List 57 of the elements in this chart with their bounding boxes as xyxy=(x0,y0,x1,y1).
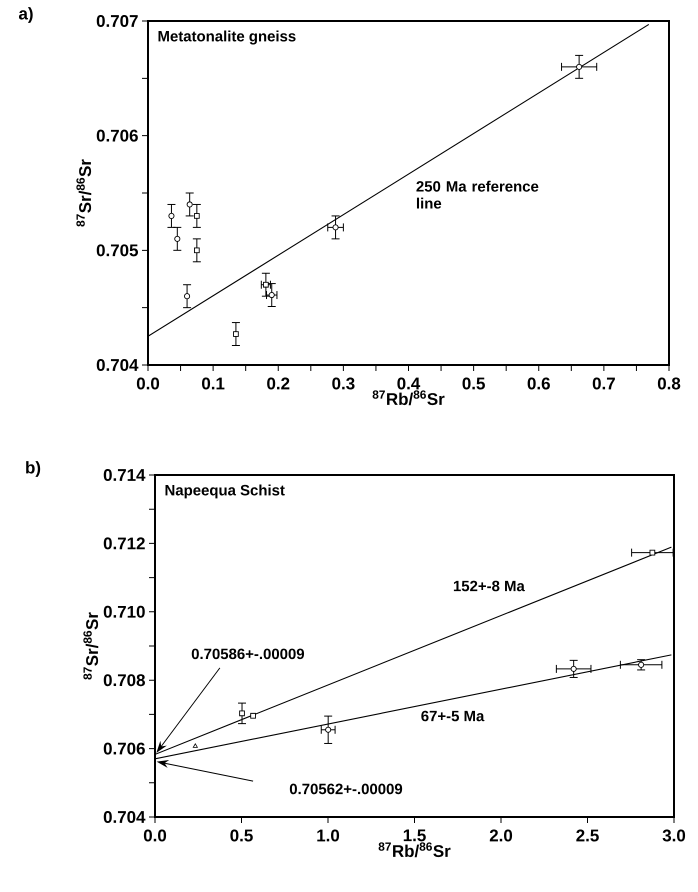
point xyxy=(168,212,174,219)
y-tick-label: 0.704 xyxy=(104,810,146,823)
y-tick-label: 0.705 xyxy=(96,244,138,256)
y-tick-label: 0.714 xyxy=(104,468,146,481)
point xyxy=(325,726,332,733)
point xyxy=(239,710,245,716)
y-tick-label: 0.707 xyxy=(96,14,138,27)
x-tick-label: 0.0 xyxy=(136,378,160,390)
point xyxy=(192,743,198,748)
x-tick-label: 0.5 xyxy=(230,830,253,842)
annotation: 0.70586+-.00009 xyxy=(192,648,304,660)
x-tick-label: 0.0 xyxy=(144,830,166,842)
point xyxy=(263,282,269,288)
x-axis-title: $^{87}$Rb/$^{86}$Sr xyxy=(372,390,445,406)
y-tick-label: 0.708 xyxy=(104,674,145,686)
point xyxy=(638,662,644,668)
point xyxy=(650,550,656,556)
point xyxy=(194,247,200,254)
point xyxy=(194,213,200,219)
x-tick-label: 0.3 xyxy=(332,378,355,390)
point xyxy=(570,666,577,672)
x-tick-label: 1.0 xyxy=(317,830,340,842)
y-tick-label: 0.706 xyxy=(104,742,145,755)
x-tick-label: 2.5 xyxy=(576,830,599,842)
annotation: Napeequa Schist xyxy=(166,484,285,498)
y-tick-label: 0.704 xyxy=(96,358,138,371)
point xyxy=(174,236,180,242)
y-tick-label: 0.706 xyxy=(96,130,138,142)
x-tick-label: 3.0 xyxy=(662,830,686,842)
x-tick-label: 0.6 xyxy=(528,378,550,390)
chart-title: b) xyxy=(26,461,40,477)
x-axis-title: $^{87}$Rb/$^{86}$Sr xyxy=(378,842,451,858)
y-tick-label: 0.710 xyxy=(104,606,145,618)
x-tick-label: 0.7 xyxy=(592,378,615,390)
point xyxy=(576,64,582,70)
annotation: 152+-8 Ma xyxy=(454,580,525,592)
annotation: Metatonalite gneiss xyxy=(158,30,296,45)
chart-title: a) xyxy=(18,7,33,23)
annotation: 0.70562+-.00009 xyxy=(290,784,402,794)
y-tick-label: 0.712 xyxy=(104,537,145,550)
point xyxy=(233,331,239,337)
point xyxy=(250,712,256,719)
x-tick-label: 0.5 xyxy=(462,378,485,390)
point xyxy=(184,293,190,300)
y-axis-title: $^{87}$Sr/$^{86}$Sr xyxy=(83,612,98,680)
x-tick-label: 0.2 xyxy=(267,378,290,390)
point xyxy=(268,292,275,298)
annotation: 67+-5 Ma xyxy=(421,710,484,722)
x-tick-label: 0.1 xyxy=(202,378,224,390)
point xyxy=(186,201,193,208)
annotation: 250 Ma reference line xyxy=(416,180,538,209)
x-tick-label: 1.5 xyxy=(404,830,426,842)
x-tick-label: 0.8 xyxy=(658,378,680,390)
point xyxy=(332,224,339,230)
y-axis-title: $^{87}$Sr/$^{86}$Sr xyxy=(76,159,92,227)
x-tick-label: 2.0 xyxy=(490,830,512,842)
x-tick-label: 0.4 xyxy=(397,378,420,390)
